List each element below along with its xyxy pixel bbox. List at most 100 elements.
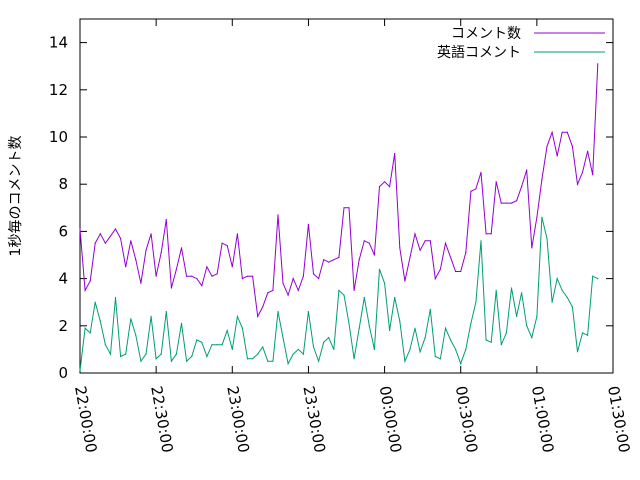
data-point [221, 344, 223, 346]
data-point [328, 337, 330, 339]
data-point [338, 256, 340, 258]
series-layer [79, 63, 599, 372]
data-point [186, 360, 188, 362]
data-point [94, 301, 96, 303]
data-point [211, 344, 213, 346]
data-point [551, 301, 553, 303]
data-point [571, 145, 574, 147]
data-point [505, 332, 507, 334]
data-point [581, 332, 584, 334]
data-point [399, 247, 401, 249]
data-point [246, 358, 249, 360]
data-point [333, 259, 335, 261]
data-point [465, 348, 467, 350]
data-point [180, 322, 183, 324]
data-point [526, 325, 528, 327]
y-tick-label: 8 [58, 175, 68, 193]
data-point [475, 188, 477, 190]
data-point [211, 275, 213, 277]
data-point [485, 339, 487, 341]
data-point [378, 186, 381, 188]
data-point [287, 294, 289, 296]
data-point [312, 273, 315, 275]
data-point [485, 233, 487, 235]
data-point [323, 341, 325, 343]
data-point [302, 353, 304, 355]
data-point [338, 289, 340, 291]
data-point [170, 360, 172, 362]
data-point [531, 247, 533, 249]
data-point [460, 270, 462, 273]
legend-label: コメント数 [451, 26, 521, 42]
y-tick-label: 0 [58, 364, 68, 382]
data-point [130, 318, 132, 320]
data-point [521, 292, 523, 294]
data-point [546, 237, 548, 240]
data-point [150, 315, 152, 317]
data-point [206, 355, 208, 358]
y-tick-label: 2 [58, 317, 68, 335]
data-point [196, 339, 198, 341]
data-point [186, 275, 188, 277]
data-point [480, 171, 482, 173]
data-point [272, 360, 274, 362]
data-point [409, 348, 411, 350]
data-point [429, 240, 431, 242]
data-point [404, 360, 406, 362]
data-point [516, 315, 518, 317]
data-point [434, 278, 436, 280]
data-point [460, 363, 462, 365]
data-point [455, 348, 457, 350]
data-point [470, 190, 472, 192]
x-axis: 22:00:00 22:30:00 23:00:00 23:30:00 00:00:00… [71, 19, 633, 454]
data-point [439, 268, 441, 270]
data-point [348, 322, 350, 324]
data-point [444, 242, 447, 244]
y-tick-label: 14 [49, 34, 68, 52]
data-point [414, 233, 416, 235]
data-point [150, 233, 152, 235]
data-point [99, 233, 101, 235]
data-point [597, 278, 599, 280]
data-point [358, 259, 360, 261]
data-point [510, 202, 513, 204]
data-point [581, 171, 584, 173]
data-point [450, 256, 452, 258]
data-point [495, 181, 497, 183]
data-point [145, 353, 147, 355]
data-point [541, 216, 543, 218]
data-point [597, 63, 599, 65]
data-point [246, 275, 249, 277]
data-point [536, 315, 538, 317]
data-point [333, 348, 335, 350]
series-line-1 [79, 217, 599, 371]
legend-label: 英語コメント [437, 44, 521, 61]
data-point [571, 306, 574, 308]
data-point [419, 249, 421, 251]
data-point [343, 207, 345, 209]
data-point [414, 327, 416, 329]
data-point [297, 348, 299, 350]
data-point [231, 266, 233, 268]
data-point [99, 320, 101, 322]
data-point [419, 351, 421, 353]
data-point [262, 306, 264, 308]
y-axis-title: 1秒毎のコメント数 [8, 136, 24, 257]
data-point [79, 228, 81, 230]
data-point [160, 252, 162, 254]
data-point [267, 360, 269, 362]
data-point [155, 275, 157, 277]
data-point [165, 219, 167, 221]
data-point [236, 233, 238, 235]
data-point [480, 240, 482, 242]
data-point [424, 337, 426, 339]
data-point [343, 294, 345, 296]
data-point [587, 334, 589, 336]
data-point [566, 131, 568, 133]
data-point [323, 259, 325, 261]
data-point [318, 360, 320, 362]
data-point [282, 337, 284, 339]
data-point [120, 237, 122, 240]
data-point [160, 353, 162, 355]
